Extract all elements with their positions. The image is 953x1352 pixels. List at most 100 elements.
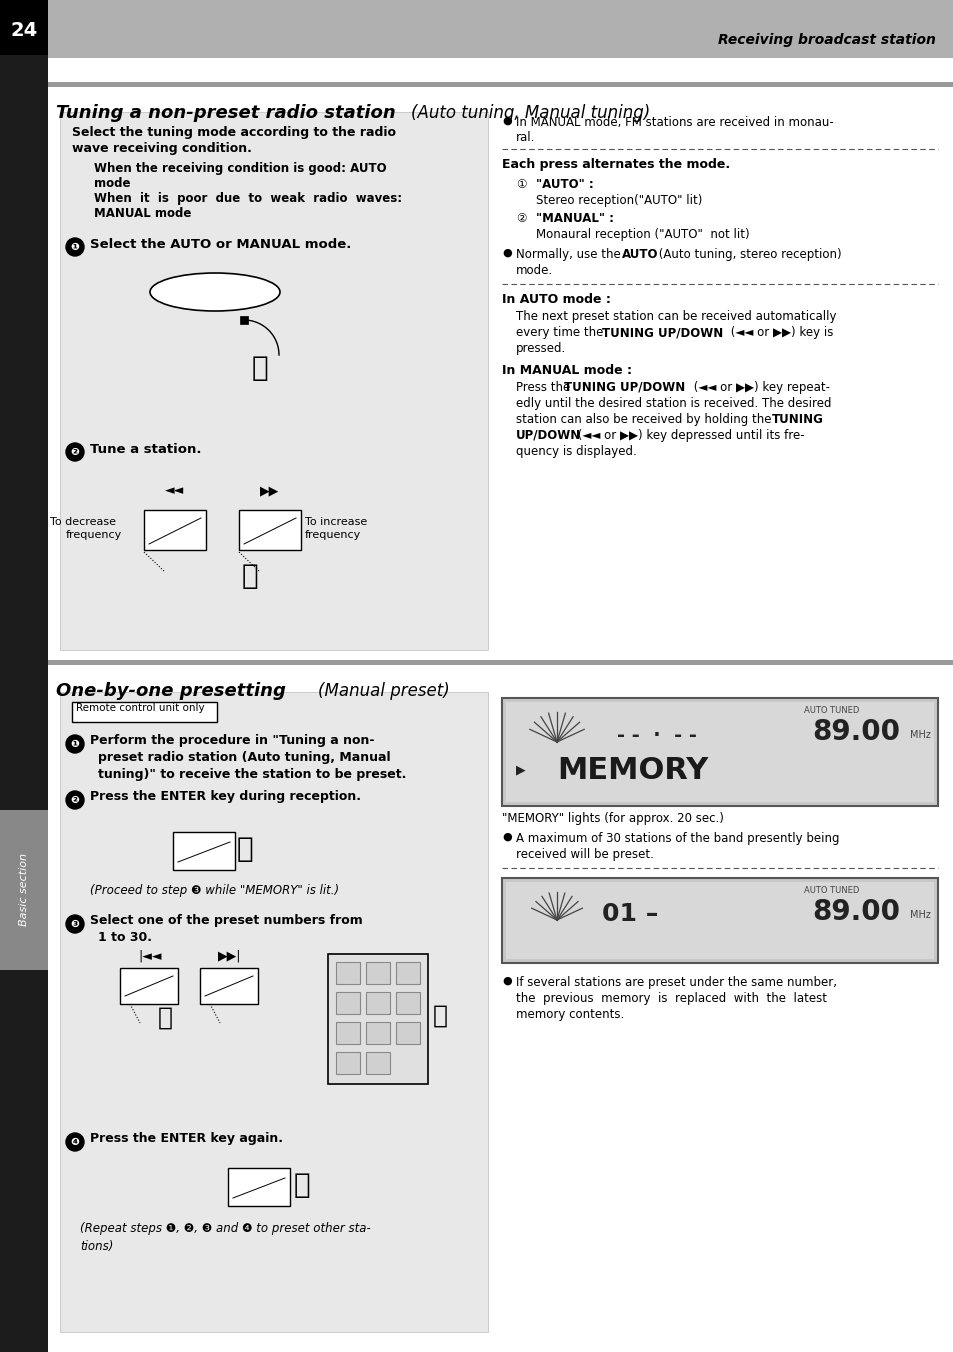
Text: A maximum of 30 stations of the band presently being: A maximum of 30 stations of the band pre… <box>516 831 839 845</box>
Text: Monaural reception ("AUTO"  not lit): Monaural reception ("AUTO" not lit) <box>536 228 749 241</box>
Bar <box>0 810 48 969</box>
Text: ②: ② <box>516 212 526 224</box>
Bar <box>200 968 257 1005</box>
Text: |◄◄: |◄◄ <box>138 950 162 963</box>
Text: TUNING UP/DOWN: TUNING UP/DOWN <box>601 326 722 339</box>
Text: When the receiving condition is good: AUTO: When the receiving condition is good: AU… <box>94 162 386 174</box>
Text: To increase: To increase <box>305 516 367 527</box>
Text: In MANUAL mode :: In MANUAL mode : <box>501 364 631 377</box>
Bar <box>335 1022 359 1044</box>
Text: 1 to 30.: 1 to 30. <box>98 932 152 944</box>
Text: (Manual preset): (Manual preset) <box>317 681 449 700</box>
Bar <box>0 0 48 1352</box>
Text: ▶▶: ▶▶ <box>260 484 279 498</box>
Text: ●: ● <box>501 976 511 986</box>
Text: 01 –: 01 – <box>601 902 658 926</box>
Bar <box>366 1052 390 1073</box>
Bar <box>501 698 937 806</box>
Text: AUTO TUNED: AUTO TUNED <box>803 886 859 895</box>
Text: UP/DOWN: UP/DOWN <box>516 429 580 442</box>
Text: MANUAL mode: MANUAL mode <box>94 207 192 220</box>
Text: ❷: ❷ <box>71 795 79 804</box>
Text: 🤚: 🤚 <box>294 1171 310 1199</box>
Text: Basic section: Basic section <box>19 853 29 926</box>
Bar <box>60 112 488 650</box>
Text: When  it  is  poor  due  to  weak  radio  waves:: When it is poor due to weak radio waves: <box>94 192 402 206</box>
Bar <box>366 963 390 984</box>
Ellipse shape <box>150 273 280 311</box>
Text: In AUTO mode :: In AUTO mode : <box>501 293 610 306</box>
Text: preset radio station (Auto tuning, Manual: preset radio station (Auto tuning, Manua… <box>98 750 390 764</box>
Text: TUNING: TUNING <box>771 412 823 426</box>
Circle shape <box>66 735 84 753</box>
Text: 89.00: 89.00 <box>811 718 899 746</box>
Text: (◄◄ or ▶▶) key repeat-: (◄◄ or ▶▶) key repeat- <box>689 381 829 393</box>
Text: MHz: MHz <box>909 730 930 740</box>
Bar <box>71 702 216 722</box>
Text: Select the AUTO or MANUAL mode.: Select the AUTO or MANUAL mode. <box>90 238 351 251</box>
Text: ●: ● <box>501 831 511 842</box>
Text: wave receiving condition.: wave receiving condition. <box>71 142 252 155</box>
Bar <box>48 660 953 665</box>
Text: ①: ① <box>516 178 526 191</box>
Text: 🤚: 🤚 <box>241 562 258 589</box>
Bar <box>395 992 419 1014</box>
Text: Stereo reception("AUTO" lit): Stereo reception("AUTO" lit) <box>536 193 701 207</box>
Text: "AUTO" :: "AUTO" : <box>536 178 593 191</box>
Text: (Repeat steps ❶, ❷, ❸ and ❹ to preset other sta-: (Repeat steps ❶, ❷, ❸ and ❹ to preset ot… <box>80 1222 371 1234</box>
Text: Select the tuning mode according to the radio: Select the tuning mode according to the … <box>71 126 395 139</box>
Bar <box>0 0 953 58</box>
Text: - -  ·  - -: - - · - - <box>617 726 696 745</box>
Bar <box>335 992 359 1014</box>
Text: 🤚: 🤚 <box>252 354 268 383</box>
Bar <box>48 82 953 87</box>
Text: 89.00: 89.00 <box>811 898 899 926</box>
Text: One-by-one presetting: One-by-one presetting <box>56 681 286 700</box>
Bar <box>501 877 937 963</box>
Circle shape <box>66 238 84 256</box>
Text: Normally, use the: Normally, use the <box>516 247 624 261</box>
Text: Each press alternates the mode.: Each press alternates the mode. <box>501 158 729 170</box>
Circle shape <box>66 791 84 808</box>
Text: ◄◄: ◄◄ <box>165 484 185 498</box>
Text: mode.: mode. <box>516 264 553 277</box>
Text: ▶▶|: ▶▶| <box>218 950 241 963</box>
Bar <box>240 316 248 324</box>
Text: memory contents.: memory contents. <box>516 1009 623 1021</box>
Text: Receiving broadcast station: Receiving broadcast station <box>718 32 935 47</box>
Text: (Proceed to step ❸ while "MEMORY" is lit.): (Proceed to step ❸ while "MEMORY" is lit… <box>90 884 338 896</box>
Text: Tune a station.: Tune a station. <box>90 443 201 456</box>
Text: ❶: ❶ <box>71 740 79 749</box>
Circle shape <box>66 443 84 461</box>
Text: the  previous  memory  is  replaced  with  the  latest: the previous memory is replaced with the… <box>516 992 826 1005</box>
Text: To decrease: To decrease <box>50 516 116 527</box>
Bar <box>505 702 933 802</box>
Circle shape <box>66 1133 84 1151</box>
Text: The next preset station can be received automatically: The next preset station can be received … <box>516 310 836 323</box>
Bar <box>144 510 206 550</box>
Text: 🤚: 🤚 <box>236 836 253 863</box>
Bar <box>366 1022 390 1044</box>
Text: ❷: ❷ <box>71 448 79 457</box>
Text: Select one of the preset numbers from: Select one of the preset numbers from <box>90 914 362 927</box>
Text: (Auto tuning, stereo reception): (Auto tuning, stereo reception) <box>655 247 841 261</box>
Text: tuning)" to receive the station to be preset.: tuning)" to receive the station to be pr… <box>98 768 406 781</box>
Text: (◄◄ or ▶▶) key is: (◄◄ or ▶▶) key is <box>726 326 833 339</box>
Text: 🤚: 🤚 <box>432 1005 447 1028</box>
Text: ❸: ❸ <box>71 919 79 929</box>
Text: quency is displayed.: quency is displayed. <box>516 445 636 458</box>
Text: Tuning a non-preset radio station: Tuning a non-preset radio station <box>56 104 395 122</box>
Text: ●: ● <box>501 116 511 126</box>
Bar <box>239 510 301 550</box>
Text: tions): tions) <box>80 1240 113 1253</box>
Text: every time the: every time the <box>516 326 606 339</box>
Text: 24: 24 <box>10 20 37 39</box>
Bar <box>395 1022 419 1044</box>
Text: AUTO TUNED: AUTO TUNED <box>803 706 859 715</box>
Bar <box>172 831 234 869</box>
Bar <box>120 968 178 1005</box>
Text: Press the ENTER key again.: Press the ENTER key again. <box>90 1132 283 1145</box>
Bar <box>228 1168 290 1206</box>
Bar <box>505 882 933 959</box>
Text: MHz: MHz <box>909 910 930 919</box>
